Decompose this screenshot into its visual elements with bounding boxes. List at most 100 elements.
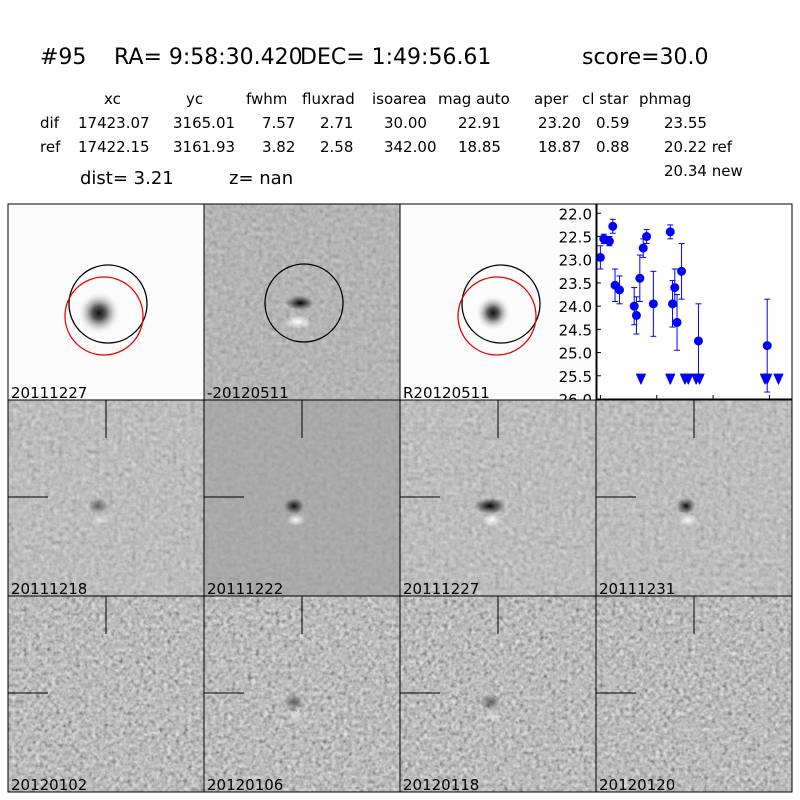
- object-id: #95: [40, 45, 86, 70]
- image-panel: [203, 203, 401, 401]
- column-header: xc: [104, 90, 121, 108]
- column-header: cl star: [582, 90, 629, 108]
- header: #95 RA= 9:58:30.420 DEC= 1:49:56.61 scor…: [40, 45, 709, 70]
- table-cell: 0.59: [596, 114, 629, 132]
- y-tick-label: 25.5: [559, 368, 592, 386]
- image-panel: [203, 399, 401, 597]
- table-cell: 342.00: [384, 138, 437, 156]
- source: [286, 710, 306, 722]
- image-panel: [595, 595, 793, 793]
- data-point: [638, 243, 648, 253]
- table-cell: 3.82: [262, 138, 295, 156]
- image-panel: [595, 399, 793, 597]
- row-label: dif: [40, 114, 60, 132]
- table-cell: 3165.01: [173, 114, 235, 132]
- panel-label: 20111222: [207, 580, 283, 598]
- source: [480, 694, 500, 710]
- data-point: [693, 336, 703, 346]
- y-tick-label: 25.0: [559, 345, 592, 363]
- frame: [595, 595, 793, 793]
- table-cell: 23.20: [538, 114, 581, 132]
- panel-label: 20111227: [11, 384, 87, 402]
- image-panel: [399, 399, 597, 597]
- panel-label: 20111218: [11, 580, 87, 598]
- upper-limit: [694, 373, 705, 385]
- panel-label: 20111227: [403, 580, 479, 598]
- redshift: z= nan: [229, 168, 293, 189]
- panel-label: 20120118: [403, 776, 479, 794]
- table-cell: 20.22 ref: [664, 138, 733, 156]
- table-cell: 22.91: [458, 114, 501, 132]
- data-point: [648, 299, 658, 309]
- image-panel: [7, 595, 205, 793]
- column-header: mag auto: [438, 90, 510, 108]
- data-point: [604, 236, 614, 246]
- column-header: isoarea: [372, 90, 427, 108]
- source: [482, 710, 502, 722]
- y-tick-label: 23.0: [559, 252, 592, 270]
- upper-limit: [683, 373, 694, 385]
- data-point: [608, 221, 618, 231]
- source: [88, 498, 108, 514]
- source: [284, 694, 304, 710]
- data-point: [615, 285, 625, 295]
- data-point: [631, 310, 641, 320]
- source: [284, 498, 304, 514]
- table-cell: 3161.93: [173, 138, 235, 156]
- source: [90, 514, 110, 526]
- table-cell: 18.85: [458, 138, 501, 156]
- table-cell: 18.87: [538, 138, 581, 156]
- data-point: [595, 252, 605, 262]
- source: [676, 498, 696, 514]
- data-point: [762, 341, 772, 351]
- data-point: [670, 283, 680, 293]
- data-point: [677, 266, 687, 276]
- image-panel: [399, 203, 597, 401]
- table-cell: 2.71: [320, 114, 353, 132]
- panel-label: 20111231: [599, 580, 675, 598]
- data-point: [672, 317, 682, 327]
- upper-limit: [635, 373, 646, 385]
- phmag-new: 20.34 new: [664, 162, 743, 180]
- source: [678, 514, 698, 526]
- plot-area: [597, 204, 792, 399]
- column-header: phmag: [639, 90, 691, 108]
- dist: dist= 3.21: [80, 168, 174, 189]
- upper-limit: [762, 373, 773, 385]
- table-cell: 0.88: [596, 138, 629, 156]
- table-cell: 23.55: [664, 114, 707, 132]
- image-panel: [399, 595, 597, 793]
- data-point: [668, 299, 678, 309]
- dec: DEC= 1:49:56.61: [300, 45, 491, 70]
- y-tick-label: 22.0: [559, 205, 592, 223]
- panel-label: R20120511: [403, 384, 490, 402]
- panel-label: 20120102: [11, 776, 87, 794]
- data-point: [665, 227, 675, 237]
- upper-limit: [773, 373, 784, 385]
- table-cell: 7.57: [262, 114, 295, 132]
- panel-label: 20120120: [599, 776, 675, 794]
- y-tick-label: 23.5: [559, 275, 592, 293]
- table-cell: 2.58: [320, 138, 353, 156]
- data-point: [642, 232, 652, 241]
- y-tick-label: 24.0: [559, 298, 592, 316]
- image-panel: [203, 595, 401, 793]
- upper-limit: [665, 373, 676, 385]
- panel-labels: 20111227 -20120511 R20120511 20111218 201112…: [11, 384, 675, 794]
- source: [286, 514, 306, 526]
- data-point: [635, 273, 645, 283]
- table: xc yc fwhm fluxrad isoarea mag auto aper cl sta…: [40, 90, 733, 156]
- source: [482, 514, 502, 526]
- panel-label: -20120511: [207, 384, 289, 402]
- data-point: [629, 301, 639, 311]
- y-tick-label: 24.5: [559, 321, 592, 339]
- y-tick-label: 22.5: [559, 229, 592, 247]
- plot-frame: [596, 203, 793, 400]
- row-label: ref: [40, 138, 61, 156]
- panel-label: 20120106: [207, 776, 283, 794]
- ra: RA= 9:58:30.420: [114, 45, 303, 70]
- image-panel: [7, 203, 205, 401]
- column-header: yc: [186, 90, 203, 108]
- table-cell: 17422.15: [78, 138, 150, 156]
